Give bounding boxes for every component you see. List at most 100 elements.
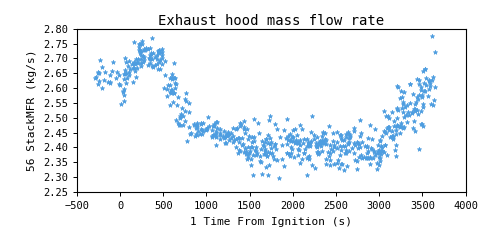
Point xyxy=(247,157,255,161)
Point xyxy=(130,80,137,84)
Point xyxy=(346,140,353,144)
Point xyxy=(274,127,281,131)
Point xyxy=(154,57,161,61)
Point xyxy=(106,73,113,77)
Point xyxy=(399,102,407,106)
Point xyxy=(313,145,321,149)
Point xyxy=(296,123,303,127)
Point xyxy=(229,126,237,130)
Point xyxy=(334,158,342,162)
Point xyxy=(252,148,259,152)
Point xyxy=(212,120,220,124)
Point xyxy=(356,145,364,149)
Point xyxy=(154,53,161,56)
Point xyxy=(117,83,124,87)
Point xyxy=(144,63,152,67)
Point xyxy=(170,91,178,95)
Point xyxy=(132,75,139,79)
Point xyxy=(341,144,348,148)
Point xyxy=(210,124,218,128)
Point xyxy=(131,62,139,66)
Point xyxy=(394,108,401,112)
Point xyxy=(212,135,220,138)
Point xyxy=(393,124,400,128)
Point xyxy=(398,106,406,110)
Point xyxy=(385,125,393,129)
Point xyxy=(158,62,166,66)
Point xyxy=(313,144,321,148)
Point xyxy=(286,138,293,142)
Point xyxy=(192,132,200,136)
Point xyxy=(181,109,189,113)
Point xyxy=(250,135,258,139)
Point xyxy=(158,47,166,51)
Point xyxy=(120,99,128,103)
Point xyxy=(220,129,228,133)
Point xyxy=(250,117,258,121)
Point xyxy=(98,65,106,69)
Point xyxy=(139,54,147,58)
Point xyxy=(264,154,271,158)
Point xyxy=(146,46,154,50)
Point xyxy=(288,135,296,138)
Point xyxy=(329,131,336,135)
Point xyxy=(326,151,334,155)
Point xyxy=(391,148,399,152)
Point xyxy=(429,75,437,78)
Point xyxy=(344,141,352,144)
Point xyxy=(291,141,299,145)
Point xyxy=(129,62,136,66)
Point xyxy=(162,73,169,77)
Point xyxy=(348,146,356,150)
Point xyxy=(370,150,378,154)
Point xyxy=(293,134,301,138)
Point xyxy=(402,113,409,117)
Point xyxy=(235,141,243,144)
Point xyxy=(378,134,386,138)
Point xyxy=(304,155,312,159)
Point xyxy=(373,161,381,165)
Point xyxy=(266,152,274,156)
Point xyxy=(366,162,373,166)
Point xyxy=(315,151,323,155)
Point xyxy=(411,107,419,111)
Point xyxy=(286,154,294,158)
Point xyxy=(407,102,414,105)
Point xyxy=(155,48,162,51)
Point xyxy=(261,144,268,148)
Point xyxy=(420,89,428,93)
Point xyxy=(252,145,260,149)
Point xyxy=(232,145,240,149)
Point xyxy=(273,158,280,162)
Point xyxy=(346,133,354,137)
Point xyxy=(156,49,163,53)
Point xyxy=(143,46,150,50)
Point xyxy=(164,87,171,91)
Point xyxy=(265,118,273,122)
Point xyxy=(282,136,290,140)
Point xyxy=(411,109,419,113)
Point xyxy=(158,54,166,57)
Point xyxy=(94,71,102,75)
Point xyxy=(133,66,141,69)
Point xyxy=(294,153,302,157)
Point xyxy=(397,121,405,125)
Point xyxy=(406,82,414,86)
Point xyxy=(411,129,419,133)
Point xyxy=(124,64,132,68)
Point xyxy=(431,51,438,54)
Point xyxy=(210,122,217,126)
Point xyxy=(376,138,384,142)
Point xyxy=(363,145,371,149)
Point xyxy=(389,134,397,138)
Point xyxy=(216,131,223,135)
Point xyxy=(337,162,345,165)
Point xyxy=(120,72,128,76)
Point xyxy=(287,132,294,136)
Point xyxy=(108,69,116,72)
Point xyxy=(345,130,352,134)
Point xyxy=(396,96,404,100)
Point xyxy=(393,128,400,132)
Point xyxy=(140,58,148,61)
Point xyxy=(106,80,113,84)
